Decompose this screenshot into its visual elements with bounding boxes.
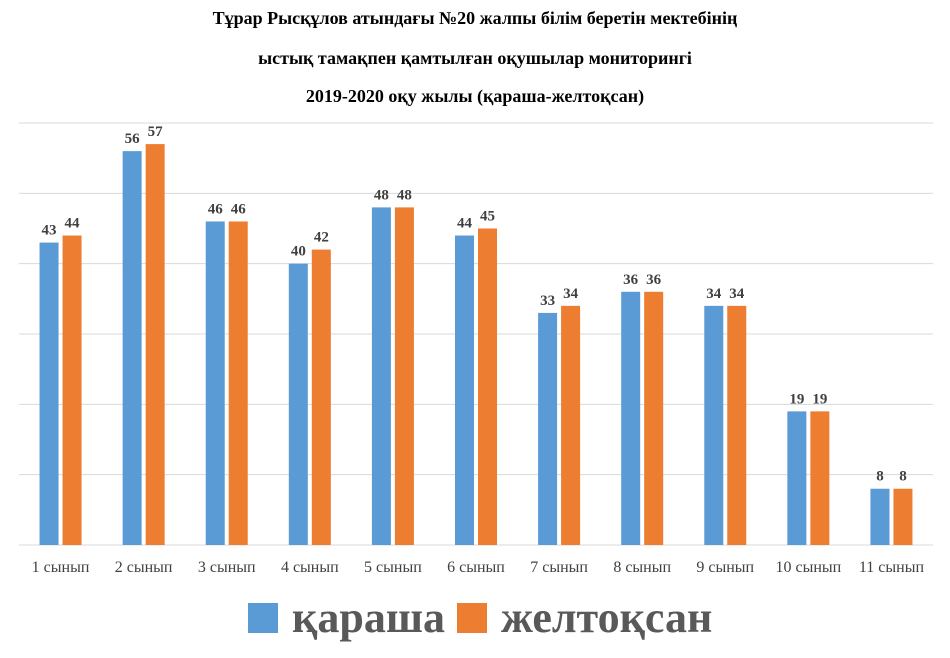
data-label: 57 bbox=[148, 124, 164, 140]
legend-swatch-series-1 bbox=[248, 603, 278, 633]
data-label: 36 bbox=[646, 272, 662, 288]
legend-item-series-1: қараша bbox=[248, 590, 445, 646]
bar bbox=[478, 228, 497, 545]
data-label: 56 bbox=[125, 131, 141, 147]
bar bbox=[228, 221, 248, 545]
x-tick-label: 7 сынып bbox=[530, 559, 588, 576]
bar bbox=[727, 305, 747, 545]
data-label: 19 bbox=[789, 391, 804, 407]
bar bbox=[538, 312, 558, 545]
data-label: 19 bbox=[812, 391, 827, 407]
data-label: 42 bbox=[314, 230, 329, 246]
data-label: 40 bbox=[291, 244, 306, 260]
data-label: 34 bbox=[706, 286, 722, 302]
bar bbox=[288, 263, 308, 545]
bar bbox=[787, 411, 807, 545]
x-tick-label: 1 сынып bbox=[32, 559, 90, 576]
data-label: 48 bbox=[374, 187, 389, 203]
bar bbox=[145, 144, 165, 545]
x-tick-label: 8 сынып bbox=[613, 559, 671, 576]
bar bbox=[371, 207, 391, 545]
x-tick-label: 11 сынып bbox=[859, 559, 925, 576]
bar bbox=[39, 242, 59, 546]
legend-item-series-2: желтоқсан bbox=[457, 590, 712, 646]
data-label: 34 bbox=[729, 286, 745, 302]
title-line-2: ыстық тамақпен қамтылған оқушылар монито… bbox=[258, 48, 692, 68]
x-tick-label: 3 сынып bbox=[198, 559, 256, 576]
bar bbox=[62, 235, 82, 546]
legend-swatch-series-2 bbox=[457, 603, 487, 633]
bar bbox=[893, 488, 913, 545]
data-label: 8 bbox=[899, 469, 907, 485]
data-label: 48 bbox=[397, 187, 412, 203]
data-label: 44 bbox=[65, 216, 81, 232]
bar bbox=[704, 305, 724, 545]
bar bbox=[394, 207, 414, 545]
data-label: 44 bbox=[457, 216, 473, 232]
bar bbox=[455, 235, 474, 546]
x-tick-label: 5 сынып bbox=[364, 559, 422, 576]
bar bbox=[810, 411, 830, 545]
title-line-3: 2019-2020 оқу жылы (қараша-желтоқсан) bbox=[305, 86, 645, 106]
x-tick-label: 6 сынып bbox=[447, 559, 505, 576]
x-tick-label: 9 сынып bbox=[696, 559, 754, 576]
bar bbox=[870, 488, 890, 545]
data-label: 46 bbox=[231, 201, 247, 217]
bar bbox=[621, 291, 641, 545]
x-tick-label: 2 сынып bbox=[115, 559, 173, 576]
title-line-1: Тұрар Рысқұлов атындағы №20 жалпы білім … bbox=[212, 8, 738, 28]
legend: қараша желтоқсан bbox=[0, 590, 950, 646]
data-label: 36 bbox=[623, 272, 639, 288]
bar-chart: 43 44 1 сынып 56 57 2 сынып 46 46 3 сынып 40 42 4 с… bbox=[19, 122, 933, 576]
bar bbox=[561, 305, 581, 545]
bar bbox=[644, 291, 664, 545]
legend-label-series-1: қараша bbox=[292, 593, 445, 642]
data-label: 46 bbox=[208, 201, 224, 217]
data-label: 34 bbox=[563, 286, 579, 302]
data-label: 43 bbox=[42, 223, 57, 239]
x-tick-label: 10 сынып bbox=[775, 559, 841, 576]
bar bbox=[122, 151, 142, 545]
data-label: 8 bbox=[876, 469, 884, 485]
data-label: 33 bbox=[540, 293, 555, 309]
legend-label-series-2: желтоқсан bbox=[501, 593, 713, 642]
x-tick-label: 4 сынып bbox=[281, 559, 339, 576]
bar bbox=[205, 221, 225, 545]
data-label: 45 bbox=[480, 209, 495, 225]
bar bbox=[311, 249, 331, 545]
